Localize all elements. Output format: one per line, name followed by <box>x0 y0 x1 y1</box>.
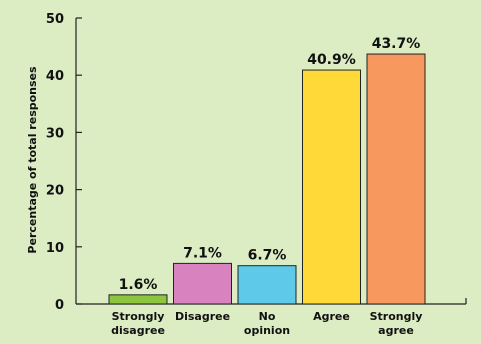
y-tick-label: 20 <box>46 184 64 199</box>
data-label: 1.6% <box>119 277 158 293</box>
value-labels: 1.6% 7.1% 6.7% 40.9% 43.7% <box>119 36 421 293</box>
x-tick-label: Strongly <box>370 310 423 323</box>
y-tick-label: 50 <box>46 12 64 27</box>
y-tick-label: 40 <box>46 69 64 84</box>
x-tick-label: opinion <box>244 324 290 337</box>
y-tick-label: 0 <box>55 298 64 313</box>
y-tick-label: 10 <box>46 241 64 256</box>
bar <box>108 294 168 305</box>
x-tick-label: disagree <box>111 324 165 337</box>
x-tick-label: Agree <box>313 310 350 323</box>
data-label: 40.9% <box>307 52 356 68</box>
bar <box>173 262 232 305</box>
x-tick-label: Strongly <box>112 310 165 323</box>
data-label: 6.7% <box>248 248 287 264</box>
y-tick-label: 30 <box>46 126 64 141</box>
y-axis: 0 10 20 30 40 50 <box>46 12 82 313</box>
bar <box>366 53 426 305</box>
y-axis-title: Percentage of total responses <box>26 66 39 254</box>
bars <box>108 53 426 305</box>
data-label: 43.7% <box>372 36 421 52</box>
bar <box>302 69 361 305</box>
x-tick-label: agree <box>378 324 414 337</box>
bar <box>237 265 297 305</box>
x-tick-label: No <box>259 310 276 323</box>
x-tick-label: Disagree <box>175 310 230 323</box>
data-label: 7.1% <box>183 245 222 261</box>
